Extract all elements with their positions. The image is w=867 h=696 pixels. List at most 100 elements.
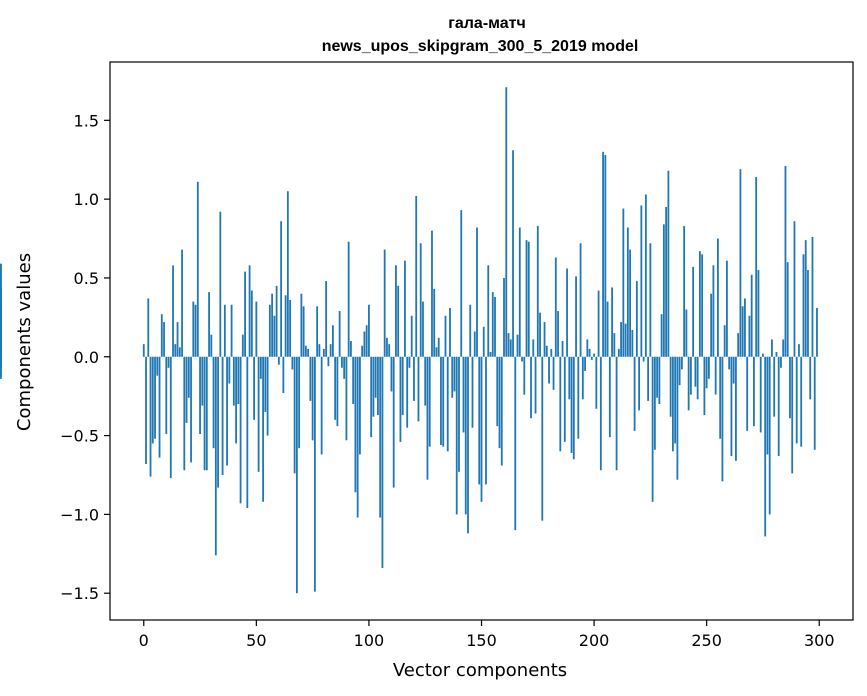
y-tick-label: −1.5 bbox=[60, 584, 99, 603]
bar bbox=[248, 265, 251, 357]
y-tick-label: 1.0 bbox=[74, 190, 99, 209]
y-tick-label: −1.0 bbox=[60, 505, 99, 524]
bar bbox=[649, 243, 652, 357]
bar bbox=[451, 356, 454, 398]
bar bbox=[142, 344, 145, 357]
bar bbox=[485, 356, 487, 485]
bar bbox=[435, 347, 438, 357]
bar bbox=[151, 356, 154, 444]
bar bbox=[341, 356, 343, 368]
bars-group bbox=[0, 87, 818, 594]
bar bbox=[298, 356, 301, 449]
bar bbox=[780, 356, 782, 368]
bar bbox=[557, 311, 559, 357]
bar bbox=[689, 356, 692, 395]
bar bbox=[568, 356, 571, 400]
bar bbox=[680, 356, 683, 370]
bar bbox=[624, 323, 627, 357]
bar bbox=[462, 356, 465, 433]
bar bbox=[554, 257, 557, 357]
bar bbox=[530, 356, 532, 419]
bar bbox=[199, 356, 201, 434]
bar bbox=[374, 356, 377, 398]
bar bbox=[262, 356, 264, 502]
bar bbox=[782, 339, 785, 357]
bar bbox=[169, 356, 172, 479]
bar bbox=[590, 356, 593, 360]
bar bbox=[453, 356, 456, 392]
bar bbox=[237, 356, 240, 405]
bar bbox=[523, 356, 526, 395]
bar bbox=[518, 227, 521, 357]
bar bbox=[318, 344, 321, 357]
bar bbox=[708, 356, 710, 379]
bar bbox=[548, 356, 550, 384]
bar bbox=[629, 249, 631, 357]
bar bbox=[762, 353, 764, 357]
bar bbox=[196, 181, 199, 357]
bar bbox=[327, 356, 330, 367]
y-tick-label: 0.5 bbox=[74, 269, 99, 288]
bar bbox=[399, 356, 402, 442]
bar bbox=[413, 356, 415, 401]
bar bbox=[500, 356, 503, 466]
bar bbox=[800, 356, 803, 447]
bar bbox=[246, 356, 249, 509]
bar bbox=[579, 243, 582, 357]
bar bbox=[419, 243, 422, 357]
bar bbox=[426, 356, 429, 480]
bar bbox=[431, 230, 433, 357]
bar bbox=[611, 287, 613, 357]
bar bbox=[631, 329, 634, 357]
bar bbox=[593, 353, 595, 357]
bar bbox=[228, 356, 231, 384]
bar bbox=[455, 356, 458, 515]
bar bbox=[683, 225, 686, 357]
bar bbox=[266, 356, 269, 436]
bar bbox=[494, 296, 496, 357]
bar bbox=[658, 356, 661, 405]
bar bbox=[235, 356, 237, 444]
bar bbox=[158, 356, 161, 458]
bar bbox=[773, 356, 776, 417]
bar bbox=[757, 270, 760, 357]
bar bbox=[221, 356, 224, 475]
bar bbox=[471, 356, 474, 428]
bar bbox=[660, 314, 663, 357]
bar bbox=[392, 356, 395, 488]
bar bbox=[723, 325, 726, 357]
bar bbox=[728, 356, 731, 370]
bar bbox=[271, 293, 274, 357]
bar bbox=[804, 240, 807, 357]
bar bbox=[719, 356, 722, 439]
bar bbox=[602, 151, 604, 357]
bar bbox=[527, 241, 530, 357]
bar bbox=[329, 344, 332, 357]
bar bbox=[336, 356, 339, 427]
y-tick-label: 1.5 bbox=[74, 111, 99, 130]
bar bbox=[640, 205, 643, 357]
bar bbox=[232, 356, 235, 406]
y-axis-ticks: −1.5 −1.0 −0.5 0.0 0.5 1.0 1.5 bbox=[60, 111, 110, 603]
bar bbox=[295, 356, 298, 594]
bar bbox=[442, 356, 445, 447]
bar bbox=[795, 356, 798, 444]
bar bbox=[626, 227, 629, 357]
bar bbox=[406, 356, 409, 428]
bar bbox=[352, 356, 355, 405]
bar bbox=[802, 254, 805, 357]
bar bbox=[543, 322, 546, 357]
bar bbox=[354, 356, 357, 493]
bar bbox=[491, 292, 494, 357]
bar bbox=[813, 356, 816, 450]
bar bbox=[203, 356, 206, 471]
bar bbox=[257, 356, 260, 472]
bar bbox=[417, 356, 420, 422]
bar bbox=[293, 356, 296, 474]
bar bbox=[145, 356, 147, 464]
bar bbox=[300, 293, 303, 357]
bar bbox=[766, 356, 769, 455]
bar bbox=[694, 356, 697, 387]
bar bbox=[503, 277, 505, 357]
bar bbox=[383, 249, 386, 357]
